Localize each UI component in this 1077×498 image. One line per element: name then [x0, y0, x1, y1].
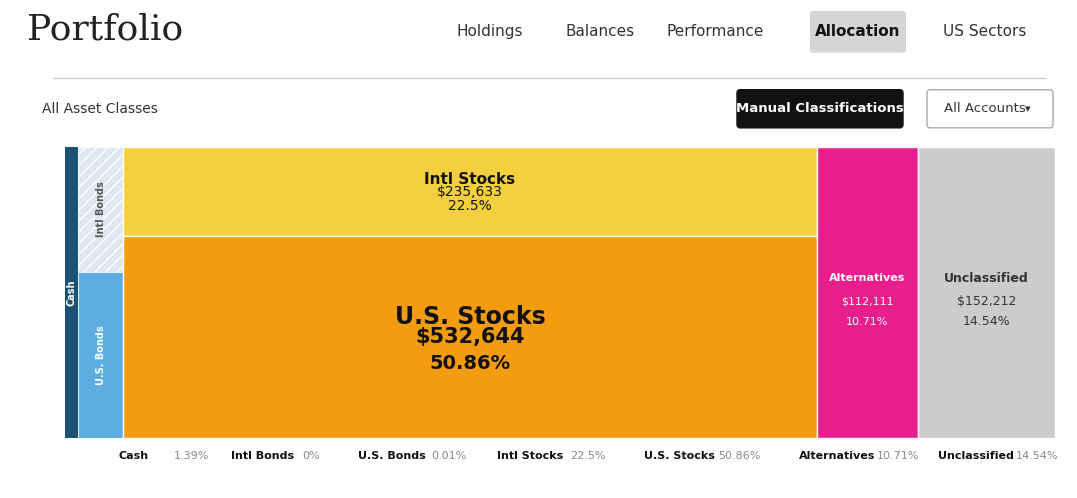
Text: All Accounts: All Accounts	[945, 102, 1026, 115]
Text: Portfolio: Portfolio	[27, 13, 183, 47]
Text: 10.71%: 10.71%	[847, 317, 889, 327]
Text: 14.54%: 14.54%	[963, 315, 1010, 328]
Text: $112,111: $112,111	[841, 296, 894, 306]
FancyBboxPatch shape	[810, 11, 906, 53]
FancyBboxPatch shape	[927, 90, 1053, 128]
Text: 0%: 0%	[303, 451, 320, 461]
Text: Alternatives: Alternatives	[799, 451, 876, 461]
FancyBboxPatch shape	[737, 90, 903, 128]
Bar	[78, 272, 123, 438]
Text: Unclassified: Unclassified	[938, 451, 1015, 461]
Text: U.S. Bonds: U.S. Bonds	[96, 325, 106, 385]
Text: $235,633: $235,633	[437, 185, 503, 199]
Text: Intl Stocks: Intl Stocks	[424, 172, 516, 187]
Text: Intl Bonds: Intl Bonds	[232, 451, 294, 461]
Bar	[78, 147, 123, 272]
Text: Cash: Cash	[118, 451, 149, 461]
Text: 10.71%: 10.71%	[877, 451, 920, 461]
Text: 0.01%: 0.01%	[431, 451, 466, 461]
Text: All Asset Classes: All Asset Classes	[42, 102, 158, 116]
Text: 1.39%: 1.39%	[173, 451, 209, 461]
Text: Balances: Balances	[565, 24, 634, 39]
Text: U.S. Bonds: U.S. Bonds	[358, 451, 425, 461]
Text: Alternatives: Alternatives	[829, 273, 906, 283]
Bar	[123, 147, 816, 236]
Text: Holdings: Holdings	[457, 24, 523, 39]
Bar	[816, 147, 918, 438]
Text: US Sectors: US Sectors	[943, 24, 1026, 39]
Text: Cash: Cash	[67, 279, 76, 306]
Text: 50.86%: 50.86%	[430, 354, 510, 373]
Text: Unclassified: Unclassified	[945, 271, 1030, 284]
Text: 14.54%: 14.54%	[1016, 451, 1059, 461]
Text: 22.5%: 22.5%	[448, 199, 492, 213]
Text: Intl Stocks: Intl Stocks	[498, 451, 563, 461]
Text: Manual Classifications: Manual Classifications	[736, 102, 904, 115]
Text: ▾: ▾	[1025, 104, 1031, 114]
Text: Intl Bonds: Intl Bonds	[96, 182, 106, 238]
Bar	[123, 236, 816, 438]
Text: 50.86%: 50.86%	[718, 451, 761, 461]
Text: 22.5%: 22.5%	[570, 451, 605, 461]
Text: U.S. Stocks: U.S. Stocks	[643, 451, 714, 461]
Text: $532,644: $532,644	[416, 327, 524, 347]
Text: $152,212: $152,212	[957, 295, 1017, 308]
Text: U.S. Stocks: U.S. Stocks	[394, 305, 545, 329]
Text: Performance: Performance	[667, 24, 764, 39]
Bar	[65, 147, 78, 438]
Bar	[918, 147, 1055, 438]
Text: Allocation: Allocation	[815, 24, 900, 39]
